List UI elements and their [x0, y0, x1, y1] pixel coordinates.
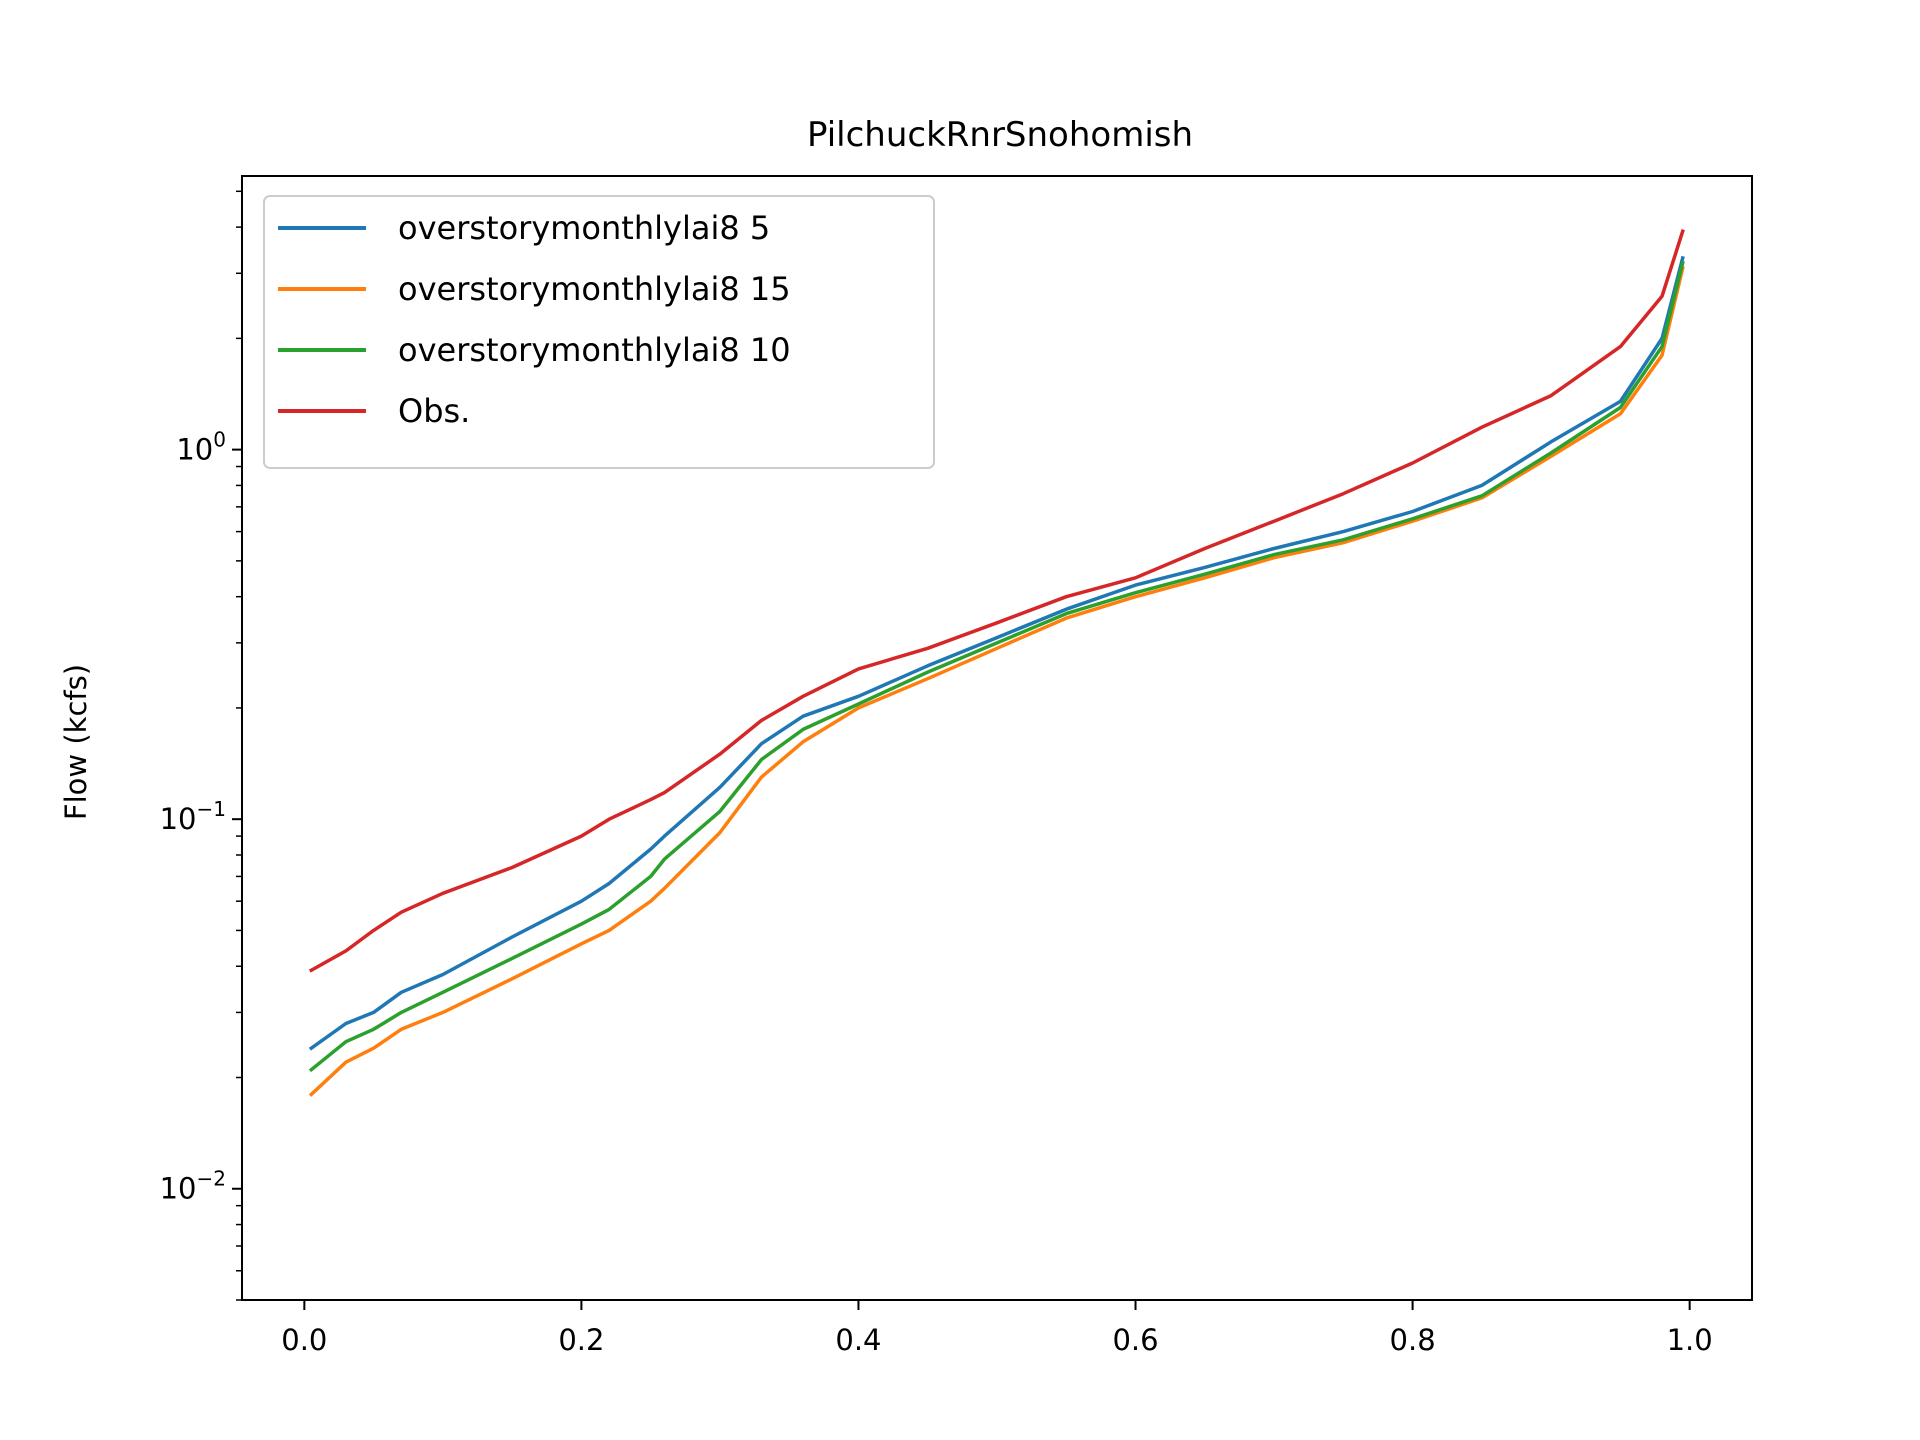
series-line-3 [308, 260, 1685, 1073]
legend-label-1: overstorymonthlylai8 5 [398, 209, 770, 247]
y-tick-label-1: 10−1 [160, 797, 226, 836]
x-axis: 0.0 0.2 0.4 0.6 0.8 1.0 [281, 1300, 1713, 1357]
y-axis: 10−2 10−1 100 [160, 190, 242, 1301]
legend: overstorymonthlylai8 5 overstorymonthlyla… [263, 195, 935, 469]
series-line-1 [308, 255, 1685, 1051]
legend-label-4: Obs. [398, 392, 470, 430]
y-axis-label: Flow (kcfs) [59, 664, 93, 820]
chart-title: PilchuckRnrSnohomish [807, 115, 1193, 155]
y-tick-label-2: 100 [176, 428, 226, 467]
legend-box [263, 195, 935, 469]
x-tick-label-4: 0.8 [1390, 1323, 1436, 1357]
plot-area [241, 175, 1753, 1301]
axes-frame [241, 175, 1753, 1301]
y-tick-label-0: 10−2 [160, 1167, 226, 1206]
x-tick-label-5: 1.0 [1667, 1323, 1713, 1357]
x-tick-label-0: 0.0 [281, 1323, 327, 1357]
x-tick-label-1: 0.2 [558, 1323, 604, 1357]
legend-label-2: overstorymonthlylai8 15 [398, 270, 791, 308]
series-layer [308, 229, 1685, 1097]
series-line-2 [308, 265, 1685, 1097]
x-tick-label-3: 0.6 [1112, 1323, 1158, 1357]
legend-label-3: overstorymonthlylai8 10 [398, 331, 791, 369]
x-tick-label-2: 0.4 [835, 1323, 881, 1357]
series-line-4 [308, 229, 1685, 973]
